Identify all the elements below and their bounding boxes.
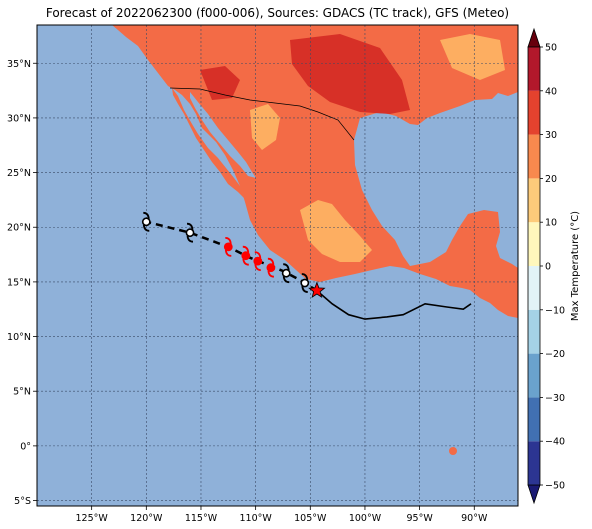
colorbar-bin — [528, 134, 540, 179]
lon-tick-label: 115°W — [185, 513, 218, 524]
land-galapagos — [449, 447, 457, 455]
lon-tick-label: 100°W — [349, 513, 382, 524]
colorbar-label: Max Temperature (°C) — [570, 211, 581, 321]
land-cooler-highlands — [250, 104, 280, 150]
lat-tick-label: 20°N — [7, 223, 31, 234]
tc-past-track — [316, 289, 472, 320]
tc-symbol-icon — [223, 236, 233, 257]
colorbar-bin — [528, 397, 540, 442]
tc-symbol-icon — [281, 263, 291, 284]
lon-tick-label: 95°W — [406, 513, 433, 524]
colorbar-bin — [528, 353, 540, 398]
tc-forecast-symbols — [141, 211, 310, 293]
colorbar-tick-label: 10 — [545, 218, 557, 229]
lat-tick-label: 0° — [20, 441, 31, 452]
colorbar-tick-label: −20 — [545, 349, 565, 360]
map-title: Forecast of 2022062300 (f000-006), Sourc… — [45, 6, 510, 20]
colorbar-bin — [528, 178, 540, 223]
lon-tick-label: 90°W — [461, 513, 488, 524]
colorbar-tick-label: −40 — [545, 437, 565, 448]
lat-tick-label: 35°N — [7, 59, 31, 70]
lat-tick-label: 15°N — [7, 277, 31, 288]
map-gridlines — [37, 25, 518, 506]
map-frame — [36, 24, 519, 507]
lat-tick-label: 5°N — [13, 387, 31, 398]
tc-symbol-icon — [266, 257, 276, 278]
tc-current-position-star — [308, 281, 326, 299]
land-hot-region — [290, 34, 410, 114]
colorbar-bin — [528, 222, 540, 266]
lon-tick-label: 110°W — [239, 513, 272, 524]
tc-symbol-icon — [141, 211, 151, 232]
colorbar-tick-label: −50 — [545, 481, 565, 492]
latitude-axis: 35°N 30°N 25°N 20°N 15°N 10°N 5°N 0° 5°S — [7, 59, 37, 507]
colorbar-bin — [528, 309, 540, 354]
colorbar-bin — [528, 441, 540, 485]
colorbar-tick-label: 30 — [545, 130, 557, 141]
longitude-axis: 125°W 120°W 115°W 110°W 105°W 100°W 95°W 90°W — [76, 506, 488, 524]
lat-tick-label: 25°N — [7, 168, 31, 179]
border-us-mexico — [169, 87, 355, 141]
colorbar-tick-label: −10 — [545, 305, 565, 316]
gulf-of-california — [190, 92, 256, 178]
tc-symbol-icon — [185, 222, 195, 243]
lon-tick-label: 125°W — [76, 513, 109, 524]
land-cooler-highlands — [440, 34, 505, 80]
lat-tick-label: 10°N — [7, 332, 31, 343]
colorbar-bin — [528, 266, 540, 310]
colorbar-extend-high — [527, 27, 541, 48]
colorbar-bin — [528, 47, 540, 91]
tc-symbol-icon — [300, 273, 310, 293]
colorbar-tick-label: 40 — [545, 86, 557, 97]
colorbar-tick-label: 50 — [545, 43, 557, 54]
lon-tick-label: 120°W — [130, 513, 163, 524]
colorbar-tick-label: 0 — [545, 262, 551, 273]
land-cooler-highlands — [300, 200, 372, 262]
colorbar-tick-label: 20 — [545, 174, 557, 185]
lat-tick-label: 30°N — [7, 113, 31, 124]
tc-track — [141, 211, 472, 320]
colorbar-bin — [528, 90, 540, 135]
lon-tick-label: 105°W — [294, 513, 327, 524]
lat-tick-label: 5°S — [14, 496, 31, 507]
colorbar: 50 40 30 20 10 0 −10 −20 −30 −40 −50 — [527, 27, 565, 505]
tc-symbol-icon — [241, 245, 251, 266]
colorbar-extend-low — [527, 484, 541, 505]
tc-symbol-icon — [253, 251, 263, 272]
colorbar-tick-label: −30 — [545, 393, 565, 404]
